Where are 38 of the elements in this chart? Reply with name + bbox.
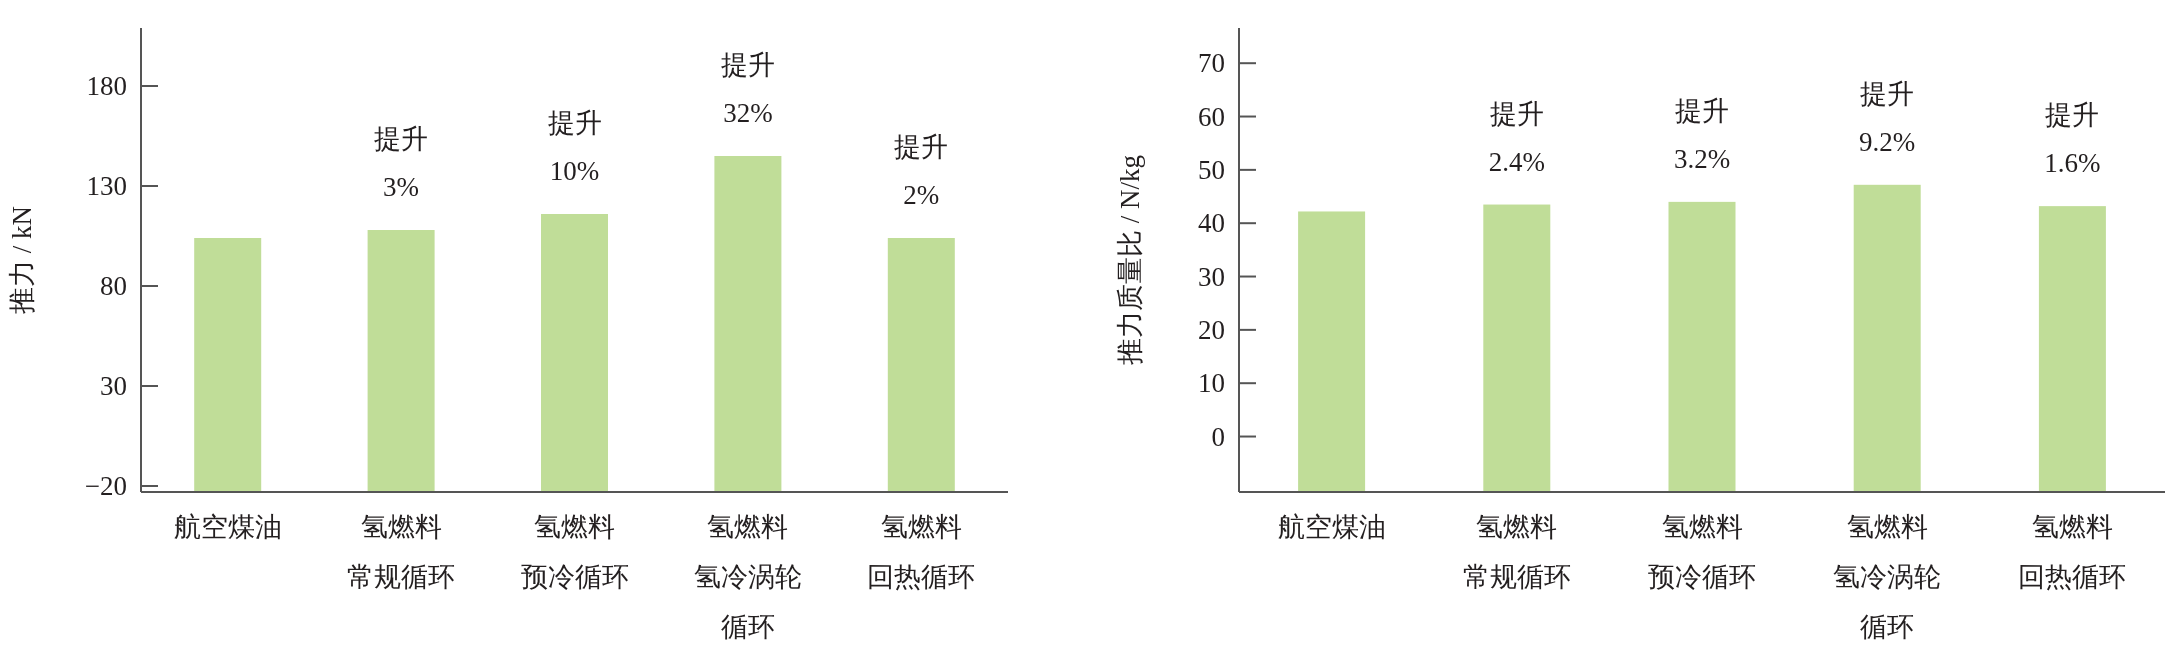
y-tick-label: 60 <box>1198 101 1225 132</box>
y-tick-label: −20 <box>84 471 127 501</box>
y-tick-label: 0 <box>1211 421 1225 452</box>
bar <box>541 214 608 492</box>
y-tick-label: 10 <box>1198 368 1225 399</box>
annotation: 提升 3% <box>374 124 429 202</box>
x-tick-label: 航空煤油 <box>173 512 282 542</box>
y-tick-label: 130 <box>86 171 127 201</box>
bar <box>194 238 262 492</box>
y-tick-label: 50 <box>1198 154 1225 185</box>
annotation: 提升 9.2% <box>1859 78 1916 157</box>
x-tick-label: 氢燃料回热循环 <box>2018 512 2127 592</box>
y-tick-label: 180 <box>86 71 127 101</box>
y-axis-title: 推力 / kN <box>7 206 37 314</box>
bar <box>714 156 782 492</box>
bar <box>367 230 435 492</box>
bar <box>887 238 955 492</box>
y-tick-label: 80 <box>100 271 127 301</box>
x-tick-label: 氢燃料氢冷涡轮循环 <box>693 512 802 642</box>
y-axis-title: 推力质量比 / N/kg <box>1115 154 1145 366</box>
y-tick-label: 40 <box>1198 208 1225 239</box>
annotation: 提升 3.2% <box>1673 95 1731 174</box>
annotation: 提升 1.6% <box>2044 100 2101 179</box>
annotation: 提升 32% <box>720 50 775 128</box>
y-tick-label: 70 <box>1198 48 1225 79</box>
x-tick-label: 氢燃料回热循环 <box>867 512 976 592</box>
x-tick-label: 航空煤油 <box>1277 512 1386 542</box>
annotation: 提升 2% <box>894 132 949 210</box>
y-tick-label: 30 <box>1198 261 1225 292</box>
x-tick-label: 氢燃料氢冷涡轮循环 <box>1833 512 1942 642</box>
y-tick-label: 20 <box>1198 314 1225 345</box>
x-tick-label: 氢燃料常规循环 <box>347 512 456 592</box>
x-tick-label: 氢燃料预冷循环 <box>1648 512 1756 592</box>
y-tick-label: 30 <box>100 371 127 401</box>
annotation: 提升 2.4% <box>1488 98 1545 177</box>
x-tick-label: 氢燃料预冷循环 <box>520 512 629 592</box>
annotation: 提升 10% <box>547 108 602 186</box>
x-tick-label: 氢燃料常规循环 <box>1462 512 1571 592</box>
